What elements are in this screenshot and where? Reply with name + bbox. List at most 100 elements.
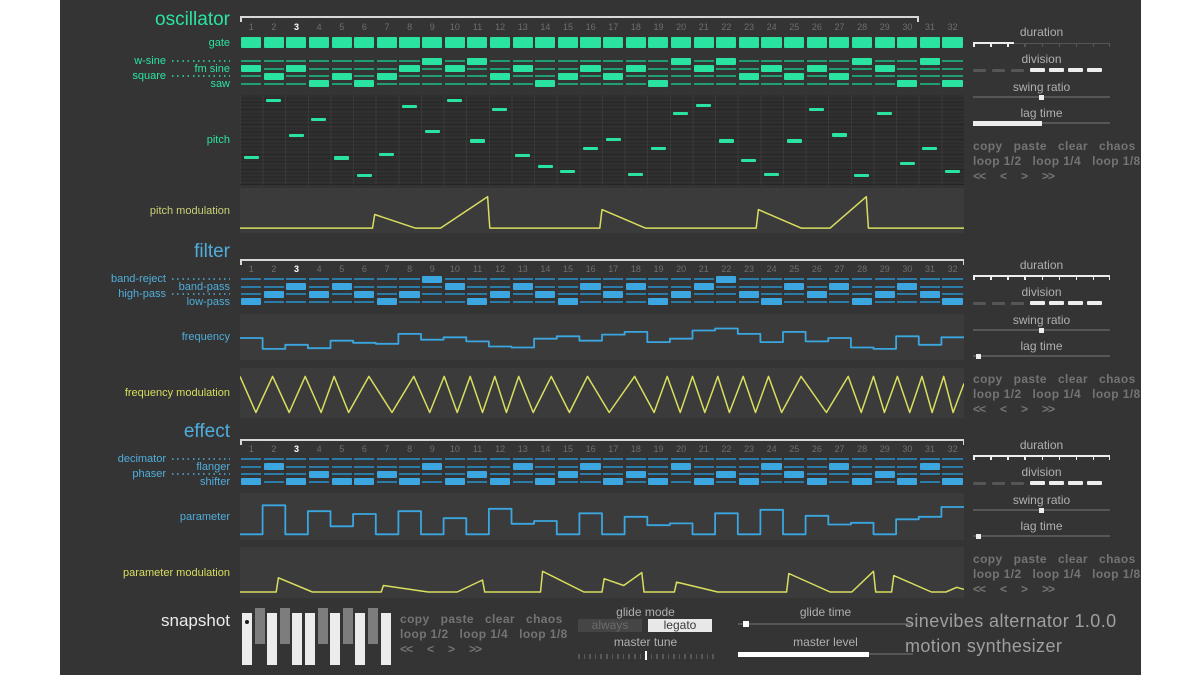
oscillator-lane-line[interactable]	[376, 60, 397, 62]
pitch-bar[interactable]	[741, 158, 757, 163]
oscillator-lane-line[interactable]	[489, 67, 510, 70]
effect-mod-panel[interactable]	[240, 547, 964, 598]
effect-swing-slider[interactable]	[973, 507, 1110, 513]
filter-lane-line[interactable]	[444, 278, 465, 280]
oscillator-lane-line[interactable]	[512, 82, 533, 85]
effect-lane-line[interactable]	[331, 465, 352, 468]
effect-lane-cell-active[interactable]	[308, 470, 329, 478]
filter-lane-line[interactable]	[557, 293, 578, 295]
oscillator-swing-slider[interactable]	[973, 94, 1110, 100]
filter-lane-cell-active[interactable]	[603, 290, 624, 298]
filter-lane-line[interactable]	[693, 293, 714, 295]
oscillator-lane-line[interactable]	[422, 67, 443, 70]
effect-lane-line[interactable]	[716, 465, 737, 468]
gate-cell[interactable]	[399, 37, 420, 48]
effect-lane-cell-active[interactable]	[716, 470, 737, 478]
gate-cell[interactable]	[761, 37, 782, 48]
gate-cell[interactable]	[331, 37, 352, 48]
filter-lane-line[interactable]	[557, 278, 578, 280]
oscillator-lane-line[interactable]	[376, 67, 397, 70]
effect-lane-line[interactable]	[897, 458, 918, 460]
oscillator-lane-line[interactable]	[399, 60, 420, 62]
filter-lane-cell-active[interactable]	[851, 298, 872, 305]
filter-lane-cell-active[interactable]	[263, 290, 284, 298]
pitch-bar[interactable]	[650, 147, 666, 151]
effect-lane-line[interactable]	[512, 480, 533, 483]
division-dash[interactable]	[1068, 300, 1083, 305]
effect-lane-line[interactable]	[603, 473, 624, 475]
gate-cell[interactable]	[625, 37, 646, 48]
swing-knob[interactable]	[1039, 507, 1044, 513]
pitch-bar[interactable]	[944, 169, 960, 174]
filter-lane-line[interactable]	[263, 285, 284, 288]
filter-lane-line[interactable]	[806, 285, 827, 288]
effect-lane-line[interactable]	[942, 465, 963, 468]
filter-lane-line[interactable]	[422, 300, 443, 303]
snapshot-keys[interactable]	[242, 608, 394, 665]
filter-action-clear[interactable]: clear	[1057, 372, 1088, 386]
oscillator-lane-line[interactable]	[738, 67, 759, 70]
filter-lag-slider[interactable]	[973, 353, 1110, 359]
filter-action-loop-1-2[interactable]: loop 1/2	[973, 387, 1022, 401]
pitch-bar[interactable]	[718, 139, 734, 143]
oscillator-lane-line[interactable]	[761, 75, 782, 77]
effect-lane-cell-active[interactable]	[263, 463, 284, 470]
effect-lane-line[interactable]	[308, 465, 329, 468]
filter-lane-line[interactable]	[422, 285, 443, 288]
gate-cell[interactable]	[286, 37, 307, 48]
oscillator-lane-line[interactable]	[625, 82, 646, 85]
effect-lane-line[interactable]	[670, 480, 691, 483]
oscillator-lane-line[interactable]	[241, 75, 262, 77]
oscillator-lane-line[interactable]	[603, 60, 624, 62]
effect-lane-line[interactable]	[670, 473, 691, 475]
filter-lane-cell-active[interactable]	[874, 290, 895, 298]
oscillator-lane-line[interactable]	[716, 82, 737, 85]
oscillator-lane-line[interactable]	[263, 67, 284, 70]
filter-lane-line[interactable]	[784, 300, 805, 303]
filter-lane-line[interactable]	[874, 285, 895, 288]
effect-lane-line[interactable]	[829, 458, 850, 460]
gate-cell[interactable]	[580, 37, 601, 48]
snapshot-key-6[interactable]	[305, 613, 315, 665]
oscillator-lane-line[interactable]	[670, 82, 691, 85]
oscillator-lane-line[interactable]	[648, 60, 669, 62]
snapshot-key-10[interactable]	[355, 613, 366, 665]
oscillator-lane-line[interactable]	[444, 75, 465, 77]
filter-lane-line[interactable]	[376, 285, 397, 288]
filter-lane-line[interactable]	[354, 300, 375, 303]
gate-cell[interactable]	[489, 37, 510, 48]
filter-lane-cell-active[interactable]	[784, 283, 805, 290]
filter-lane-line[interactable]	[851, 278, 872, 280]
oscillator-action-copy[interactable]: copy	[973, 139, 1003, 153]
effect-lane-line[interactable]	[557, 458, 578, 460]
master-level-slider[interactable]	[738, 651, 913, 657]
filter-lane-line[interactable]	[806, 278, 827, 280]
frequency-curve[interactable]	[240, 314, 964, 360]
effect-lane-cell-active[interactable]	[467, 470, 488, 478]
pitch-bar[interactable]	[266, 98, 282, 102]
snapshot-key-4[interactable]	[279, 608, 290, 644]
filter-lane-cell-active[interactable]	[444, 283, 465, 290]
glide-mode-always-button[interactable]: always	[578, 619, 642, 632]
oscillator-lane-line[interactable]	[286, 60, 307, 62]
filter-lane-line[interactable]	[399, 278, 420, 280]
division-dash[interactable]	[992, 68, 1005, 72]
effect-lane-line[interactable]	[738, 465, 759, 468]
pitch-bar[interactable]	[673, 112, 689, 116]
gate-cell[interactable]	[648, 37, 669, 48]
pitch-bar[interactable]	[356, 174, 372, 178]
gate-cell[interactable]	[716, 37, 737, 48]
oscillator-lane-line[interactable]	[874, 82, 895, 85]
oscillator-action-paste[interactable]: paste	[1013, 139, 1047, 153]
effect-lane-line[interactable]	[512, 458, 533, 460]
effect-lane-line[interactable]	[376, 458, 397, 460]
effect-lane-line[interactable]	[535, 458, 556, 460]
effect-lane-line[interactable]	[851, 465, 872, 468]
gate-cell[interactable]	[535, 37, 556, 48]
filter-lane-line[interactable]	[806, 300, 827, 303]
filter-lane-line[interactable]	[738, 300, 759, 303]
effect-lane-line[interactable]	[897, 465, 918, 468]
oscillator-lane-line[interactable]	[580, 60, 601, 62]
filter-lane-line[interactable]	[241, 285, 262, 288]
filter-lane-line[interactable]	[693, 300, 714, 303]
